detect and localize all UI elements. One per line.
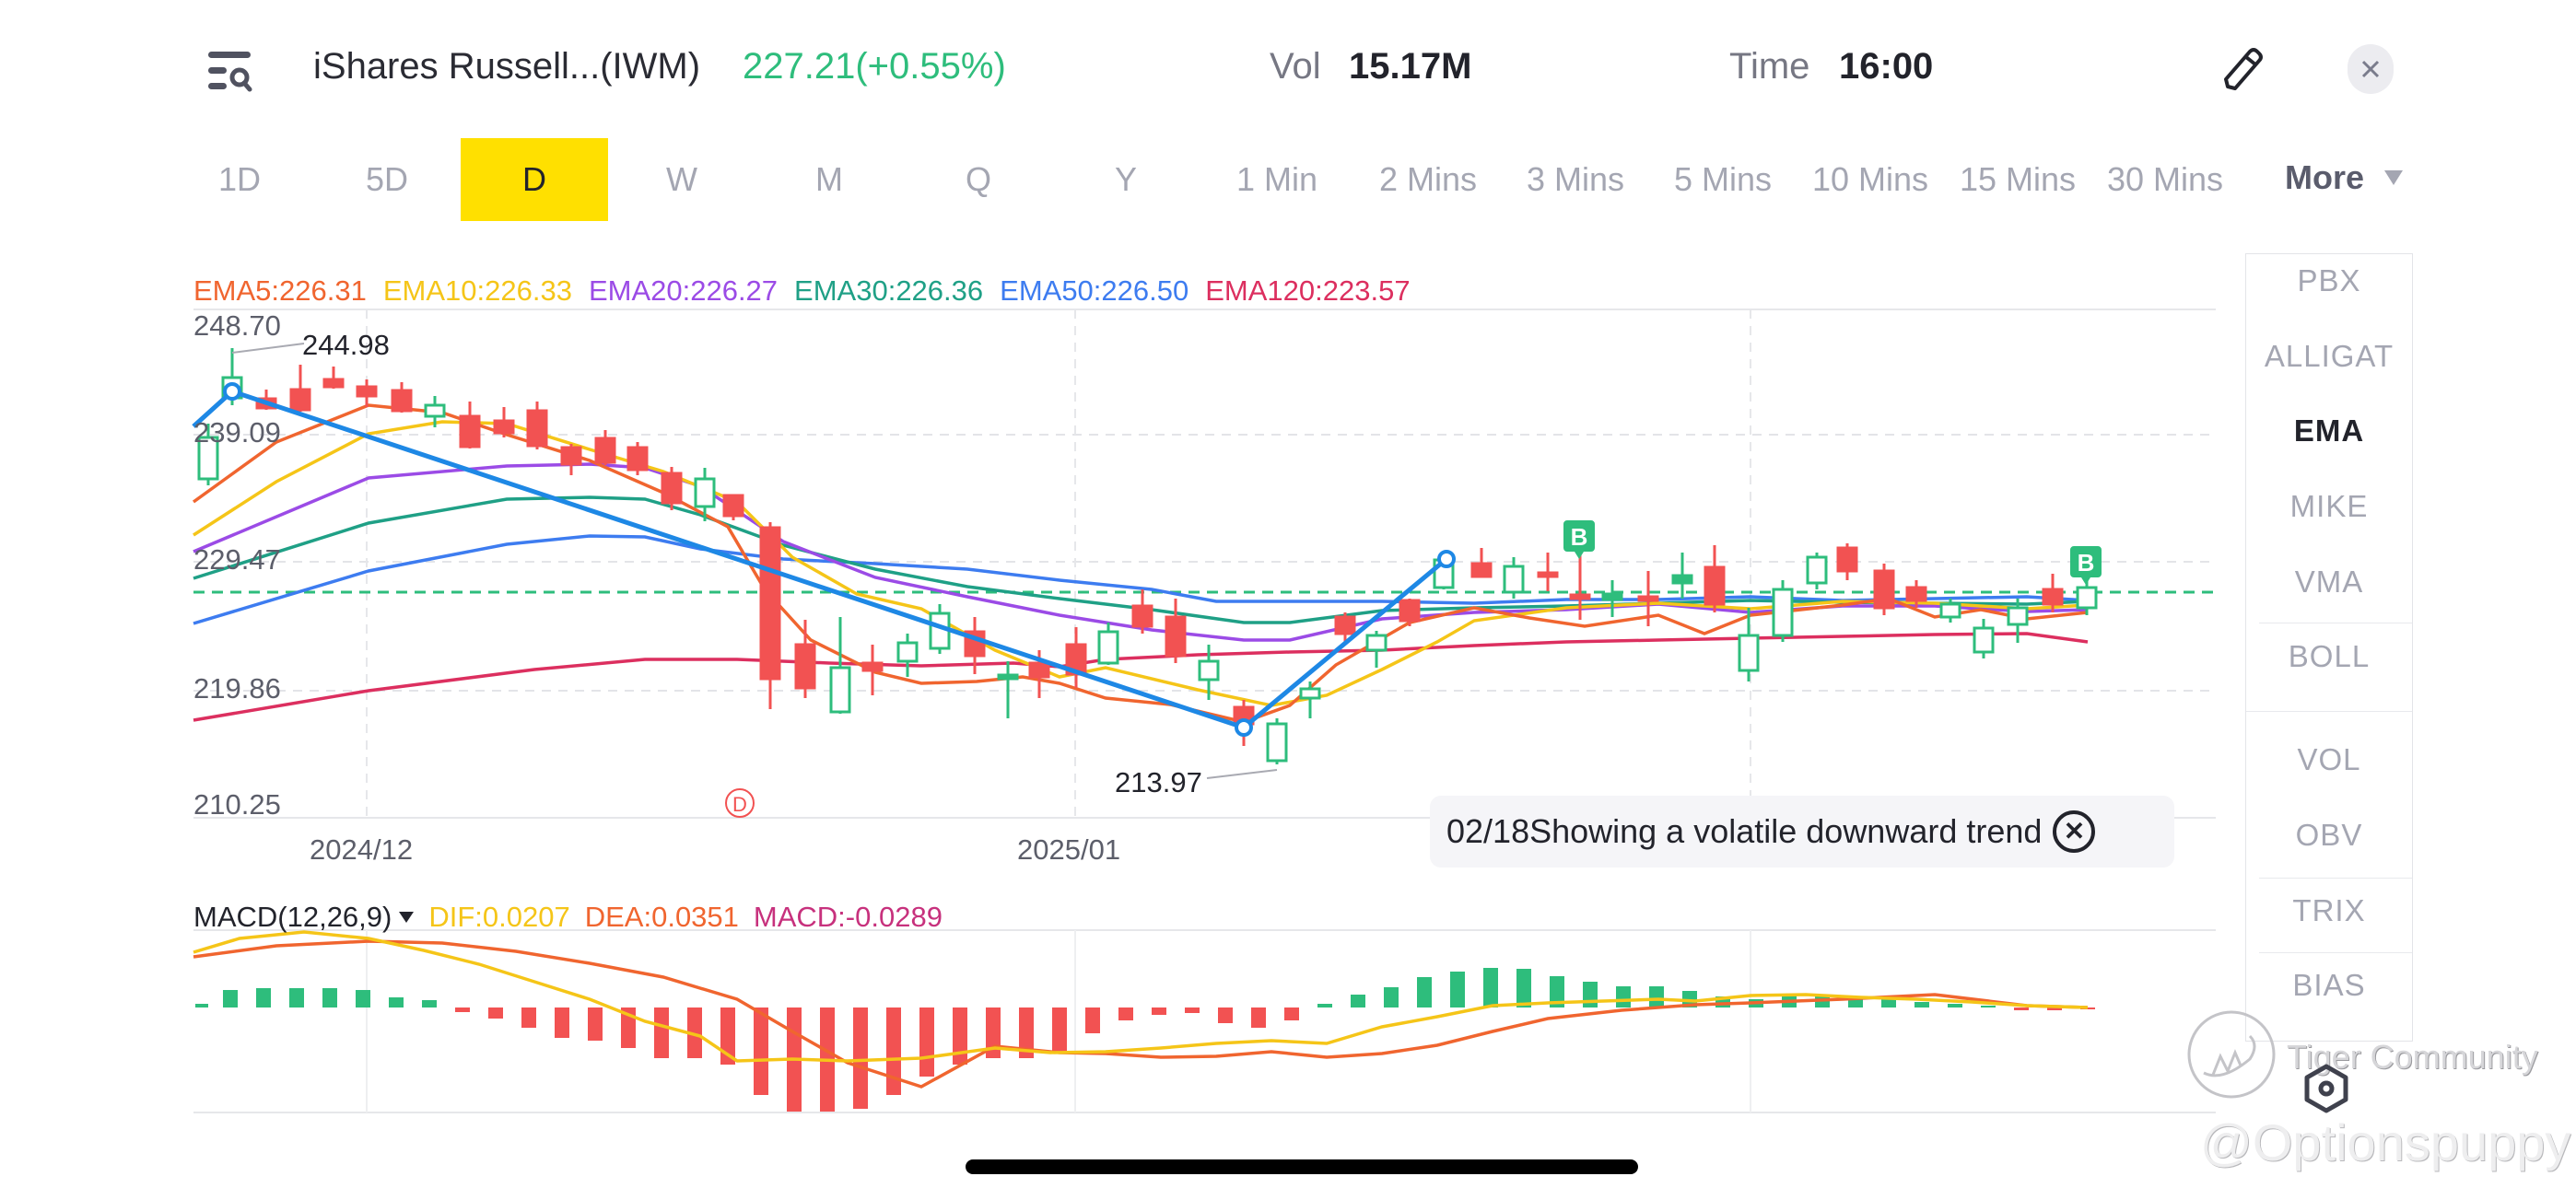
macd-value: MACD:-0.0289	[753, 901, 943, 933]
indicator-alligat[interactable]: ALLIGAT	[2264, 339, 2395, 373]
tab-w[interactable]: W	[666, 160, 697, 198]
menu-search-icon[interactable]	[208, 50, 254, 92]
macd-legend[interactable]: MACD(12,26,9) DIF:0.0207 DEA:0.0351 MACD…	[193, 901, 943, 934]
indicator-mike[interactable]: MIKE	[2289, 489, 2369, 523]
low-label: 213.97	[1115, 766, 1202, 798]
close-button[interactable]	[2348, 44, 2394, 94]
home-indicator[interactable]	[966, 1159, 1638, 1174]
tab-1min[interactable]: 1 Min	[1235, 160, 1318, 198]
macd-dif: DIF:0.0207	[428, 901, 570, 933]
divider	[2259, 952, 2412, 953]
indicator-bias[interactable]: BIAS	[2292, 968, 2366, 1002]
annotation-tooltip[interactable]: 02/18Showing a volatile downward trend ✕	[1430, 796, 2174, 868]
ema30-value: EMA30:226.36	[794, 274, 984, 307]
svg-text:B: B	[2078, 549, 2095, 577]
indicator-ema[interactable]: EMA	[2293, 413, 2365, 448]
indicator-trix[interactable]: TRIX	[2292, 893, 2366, 927]
macd-title[interactable]: MACD(12,26,9)	[193, 901, 392, 933]
more-dropdown[interactable]: More	[2285, 158, 2404, 197]
svg-text:D: D	[732, 793, 747, 816]
tab-30mins[interactable]: 30 Mins	[2106, 160, 2224, 198]
tiger-logo-icon	[2187, 1010, 2276, 1099]
caret-down-icon[interactable]	[399, 912, 415, 923]
tab-10mins[interactable]: 10 Mins	[1811, 160, 1929, 198]
indicator-pbx[interactable]: PBX	[2297, 263, 2361, 297]
y-tick: 219.86	[193, 672, 281, 705]
divider	[2246, 711, 2412, 712]
indicator-obv[interactable]: OBV	[2295, 818, 2363, 852]
ema5-value: EMA5:226.31	[193, 274, 367, 307]
vol-label: Vol	[1270, 46, 1321, 87]
watermark-user: @Optionspuppy	[2200, 1113, 2571, 1171]
svg-text:B: B	[1571, 523, 1588, 551]
more-label: More	[2285, 158, 2365, 196]
high-label: 244.98	[302, 329, 390, 361]
y-tick: 239.09	[193, 416, 281, 448]
price-change: 227.21(+0.55%)	[743, 46, 1006, 87]
ema-legend: EMA5:226.31 EMA10:226.33 EMA20:226.27 EM…	[193, 274, 1411, 308]
tab-1d[interactable]: 1D	[217, 160, 262, 198]
ema50-value: EMA50:226.50	[1000, 274, 1189, 307]
ema20-value: EMA20:226.27	[588, 274, 779, 307]
trendline-drawing	[192, 382, 1456, 737]
tab-y[interactable]: Y	[1114, 160, 1137, 198]
tab-d[interactable]: D	[461, 138, 608, 221]
ema120-value: EMA120:223.57	[1205, 274, 1411, 307]
macd-histogram	[195, 968, 2095, 1112]
time-value: 16:00	[1839, 46, 1934, 87]
tab-m[interactable]: M	[815, 160, 843, 198]
x-tick: 2025/01	[1017, 833, 1121, 866]
time-label: Time	[1729, 46, 1810, 87]
buy-marker[interactable]	[2070, 546, 2102, 585]
y-tick: 210.25	[193, 788, 281, 821]
x-tick: 2024/12	[310, 833, 414, 866]
indicator-panel: PBX ALLIGAT EMA MIKE VMA BOLL VOL OBV TR…	[2245, 253, 2413, 1042]
vol-value: 15.17M	[1349, 46, 1472, 87]
tab-2mins[interactable]: 2 Mins	[1378, 160, 1478, 198]
indicator-boll[interactable]: BOLL	[2288, 639, 2371, 673]
tab-3mins[interactable]: 3 Mins	[1526, 160, 1625, 198]
caret-down-icon	[2384, 170, 2404, 185]
symbol-title[interactable]: iShares Russell...(IWM)	[313, 46, 701, 87]
tab-q[interactable]: Q	[965, 160, 991, 198]
divider	[2259, 878, 2412, 879]
tab-5d[interactable]: 5D	[365, 160, 409, 198]
ema10-value: EMA10:226.33	[382, 274, 572, 307]
y-tick: 248.70	[193, 309, 281, 342]
y-tick: 229.47	[193, 543, 281, 576]
close-annotation-icon[interactable]: ✕	[2053, 810, 2096, 853]
dividend-marker-icon	[725, 788, 755, 818]
settings-hex-icon[interactable]	[2303, 1064, 2349, 1113]
macd-dea: DEA:0.0351	[584, 901, 739, 933]
annotation-text: 02/18Showing a volatile downward trend	[1446, 812, 2043, 850]
close-icon	[2361, 60, 2380, 78]
indicator-vol[interactable]: VOL	[2297, 742, 2361, 776]
buy-marker[interactable]	[1563, 520, 1595, 559]
draw-pencil-icon[interactable]	[2220, 46, 2265, 90]
indicator-vma[interactable]: VMA	[2294, 565, 2364, 599]
tab-15mins[interactable]: 15 Mins	[1959, 160, 2077, 198]
tab-5mins[interactable]: 5 Mins	[1673, 160, 1773, 198]
